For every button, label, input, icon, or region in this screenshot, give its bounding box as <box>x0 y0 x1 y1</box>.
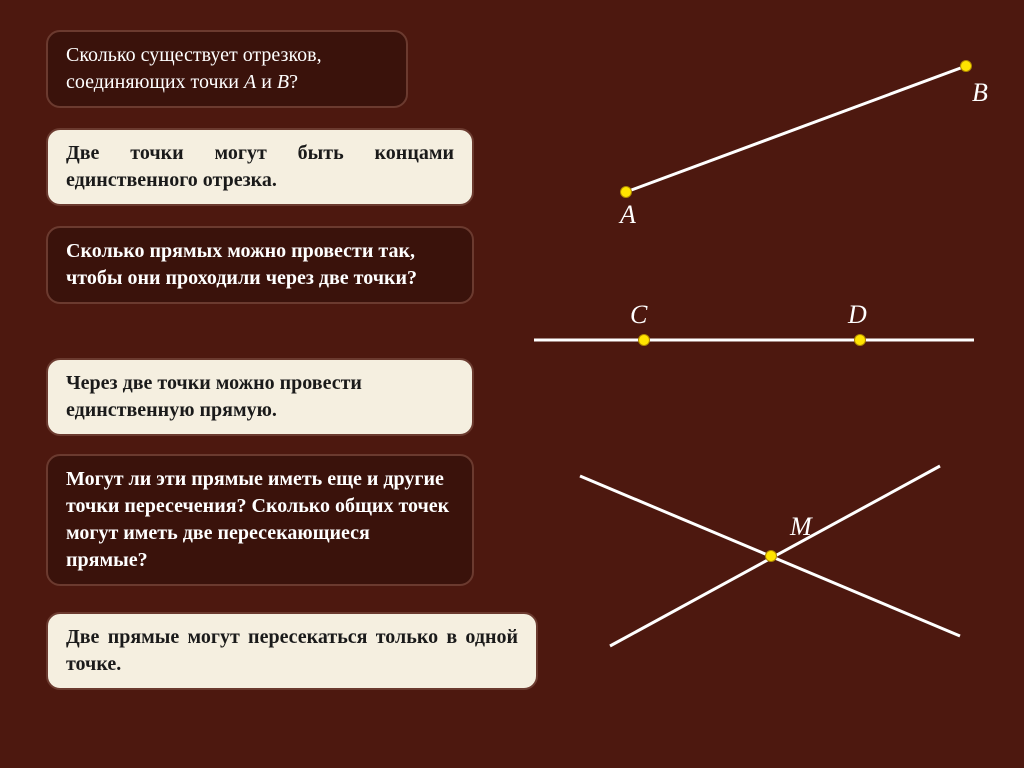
question-1-box: Сколько существует отрезков, соединяющих… <box>46 30 408 108</box>
label-a: A <box>620 200 636 230</box>
answer-1-text: Две точки могут быть концами единственно… <box>66 142 454 191</box>
answer-1-box: Две точки могут быть концами единственно… <box>46 128 474 206</box>
label-b: B <box>972 78 988 108</box>
label-m: M <box>790 512 812 542</box>
question-2-text: Сколько прямых можно провести так, чтобы… <box>66 240 417 289</box>
label-d: D <box>848 300 867 330</box>
answer-2-text: Через две точки можно провести единствен… <box>66 372 362 421</box>
question-2-box: Сколько прямых можно провести так, чтобы… <box>46 226 474 304</box>
answer-2-box: Через две точки можно провести единствен… <box>46 358 474 436</box>
question-1-line1: Сколько существует отрезков, <box>66 42 388 69</box>
question-1-line2: соединяющих точки A и B? <box>66 69 388 96</box>
question-3-text: Могут ли эти прямые иметь еще и другие т… <box>66 468 449 571</box>
cross-m-diagram <box>560 446 980 666</box>
answer-3-text: Две прямые могут пересекаться только в о… <box>66 626 518 675</box>
question-3-box: Могут ли эти прямые иметь еще и другие т… <box>46 454 474 586</box>
segment-ab-diagram <box>524 40 984 220</box>
answer-3-box: Две прямые могут пересекаться только в о… <box>46 612 538 690</box>
label-c: C <box>630 300 647 330</box>
line-cd-diagram <box>524 320 984 360</box>
